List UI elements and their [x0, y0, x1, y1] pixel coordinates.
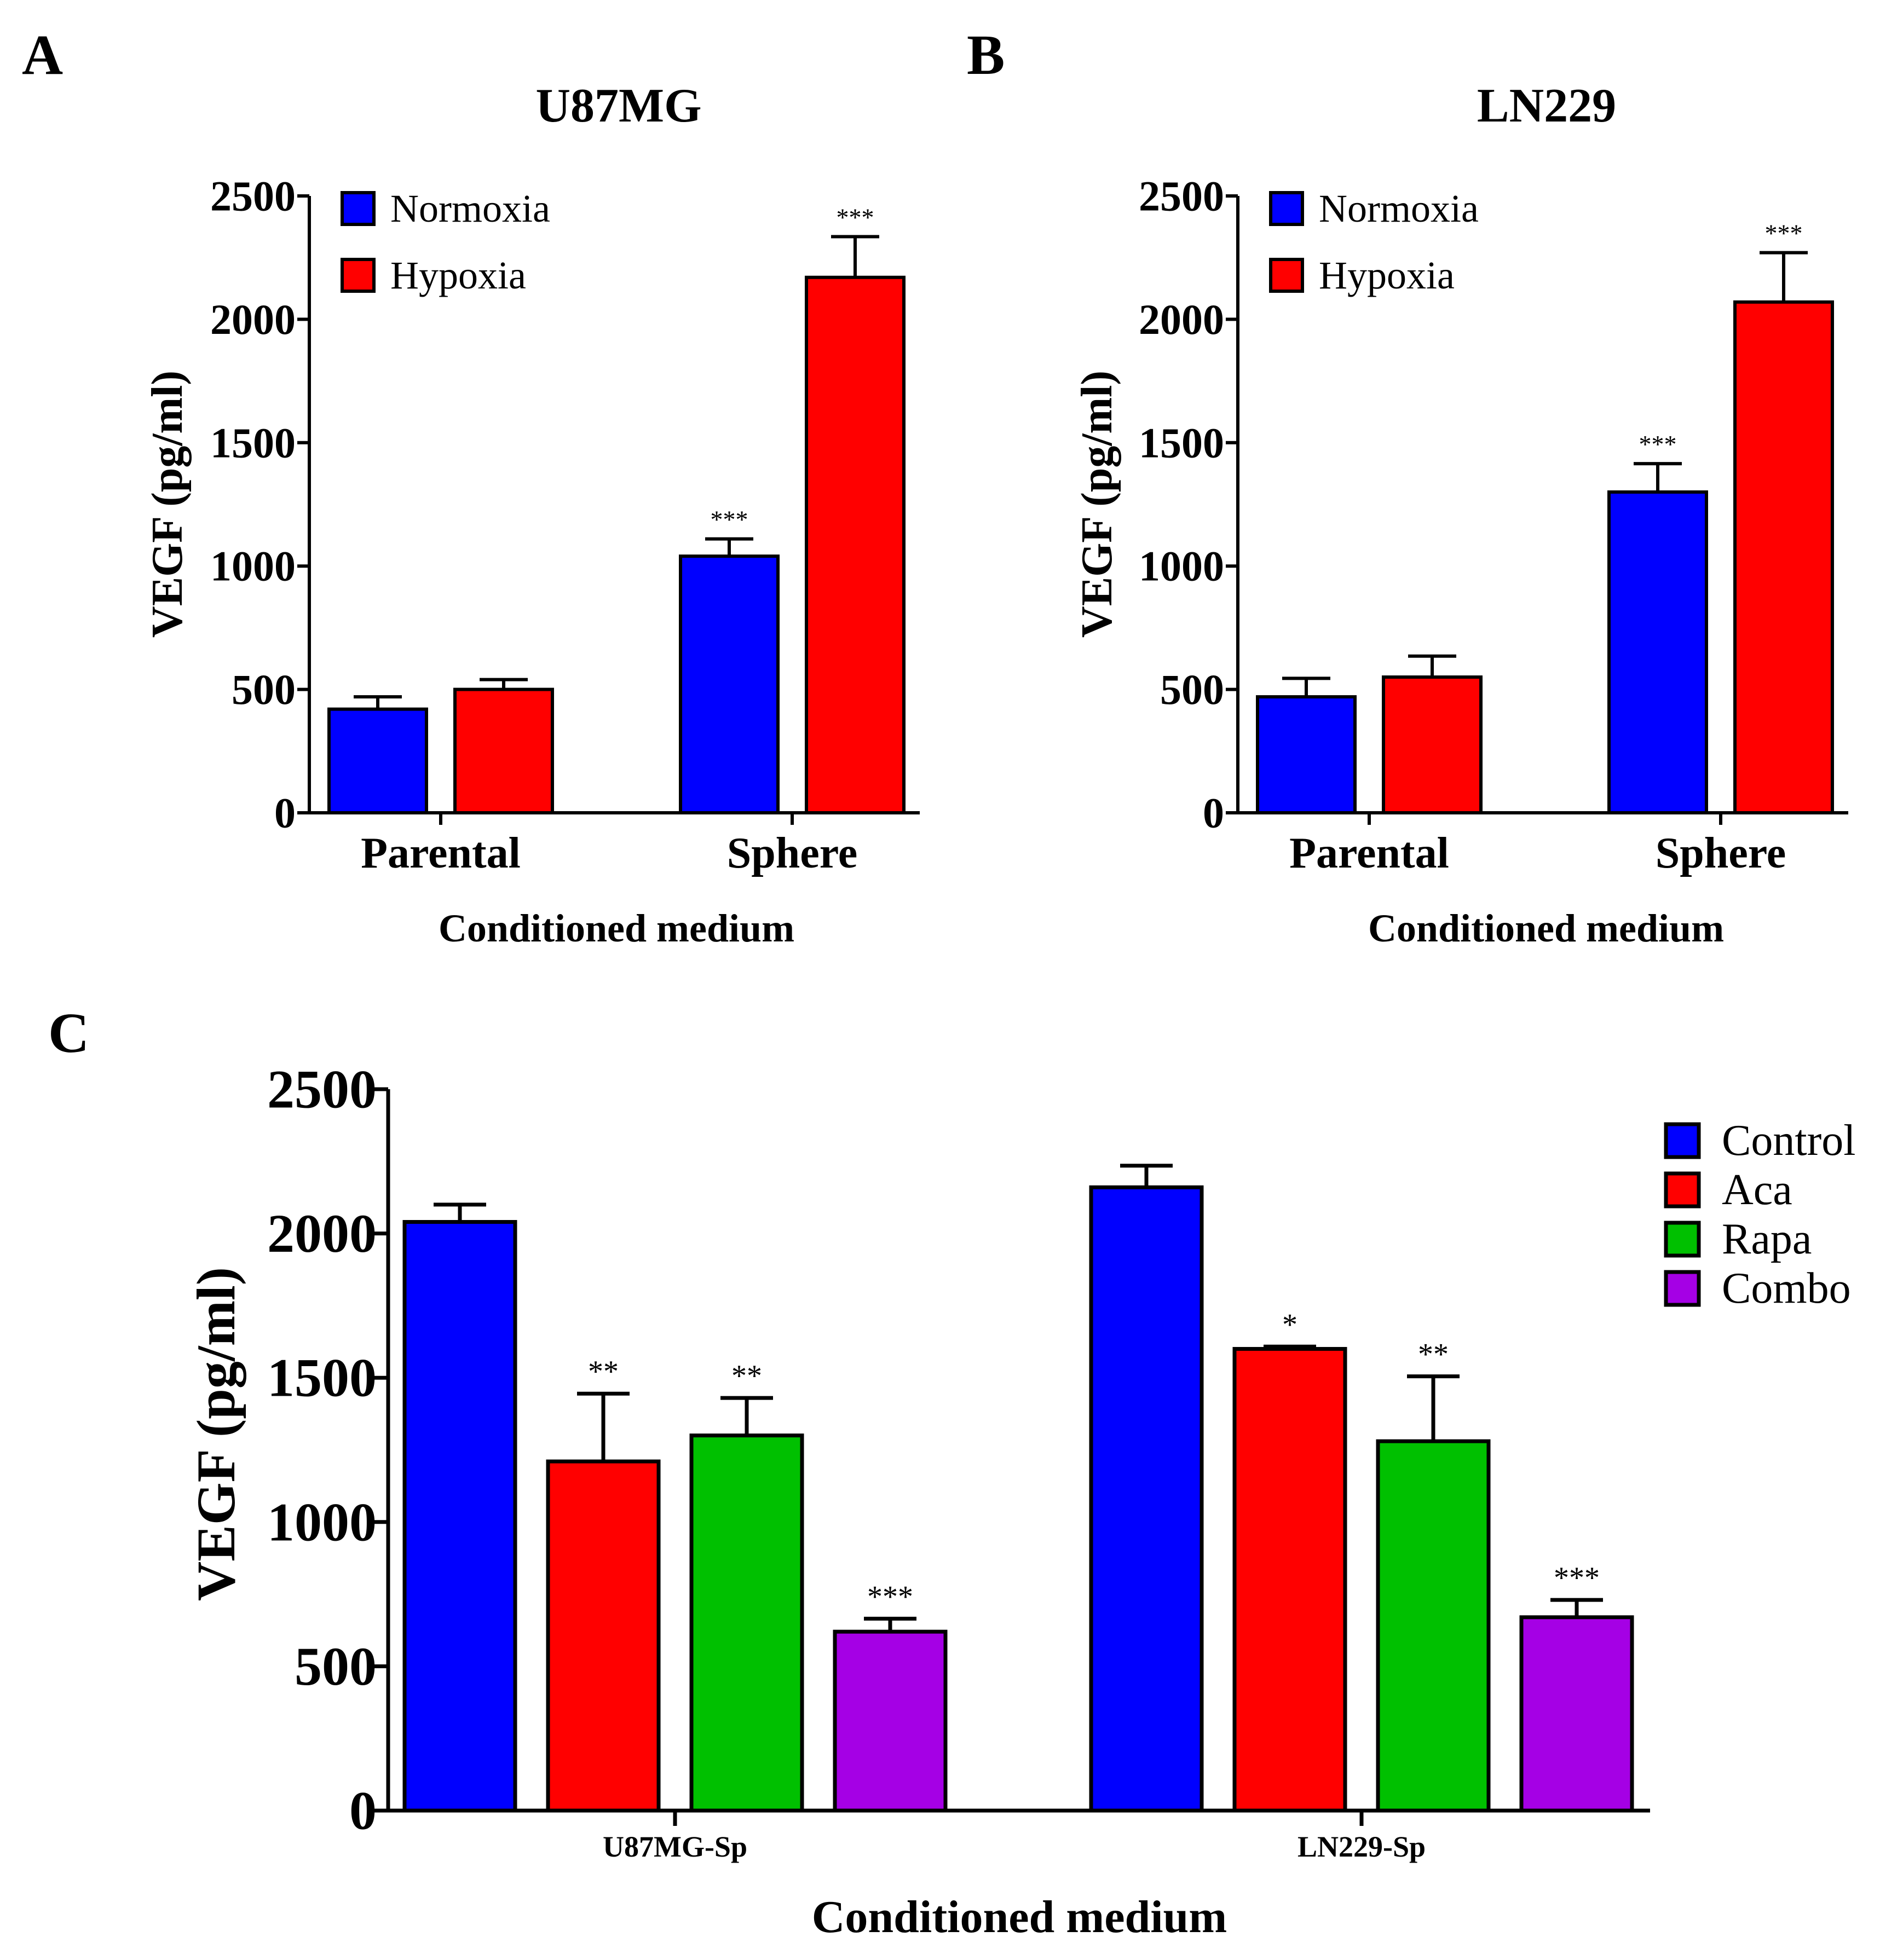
y-tick-label: 1000 — [1139, 542, 1224, 590]
bar-rapa — [689, 1433, 804, 1813]
y-tick-label: 2000 — [1139, 296, 1224, 343]
y-tick-label: 0 — [349, 1780, 377, 1841]
significance-label: *** — [711, 506, 748, 534]
y-tick-label: 1000 — [210, 542, 296, 590]
bar-hypoxia — [1733, 300, 1834, 814]
y-tick-label: 2500 — [1139, 172, 1224, 220]
x-axis-label: Conditioned medium — [812, 1892, 1227, 1942]
y-tick-label: 2500 — [267, 1059, 377, 1120]
legend-swatch-normoxia — [1269, 191, 1304, 226]
y-axis-label: VEGF (pg/ml) — [143, 371, 192, 638]
y-tick-label: 2000 — [267, 1203, 377, 1264]
panel-letter: C — [48, 1002, 89, 1065]
x-category-label: U87MG-Sp — [603, 1830, 747, 1863]
bar-combo — [833, 1629, 948, 1813]
legend: Normoxia Hypoxia — [1269, 187, 1479, 297]
significance-label: ** — [588, 1355, 619, 1389]
bar-hypoxia — [1382, 675, 1483, 815]
significance-label: *** — [1639, 430, 1677, 458]
y-axis-label: VEGF (pg/ml) — [1073, 371, 1121, 638]
x-axis-label: Conditioned medium — [1368, 906, 1724, 950]
legend-label: Normoxia — [390, 187, 550, 230]
y-tick-label: 0 — [274, 789, 296, 837]
panel-letter: A — [22, 24, 63, 86]
legend-swatch-aca — [1664, 1171, 1701, 1209]
y-tick-label: 500 — [295, 1636, 377, 1697]
legend-swatch-control — [1664, 1122, 1701, 1159]
bar-control — [402, 1220, 517, 1813]
legend-swatch-hypoxia — [1269, 258, 1304, 293]
bar-combo — [1519, 1615, 1634, 1813]
legend-label: Hypoxia — [1319, 253, 1455, 297]
y-tick-label: 2000 — [210, 296, 296, 343]
significance-label: *** — [867, 1580, 913, 1614]
x-category-label: Parental — [1289, 829, 1449, 877]
panel-title: U87MG — [535, 79, 701, 132]
y-tick-label: 1000 — [267, 1491, 377, 1552]
bar-hypoxia — [453, 687, 554, 814]
legend-label: Rapa — [1722, 1215, 1812, 1263]
y-tick-label: 1500 — [1139, 419, 1224, 466]
significance-label: *** — [1554, 1561, 1600, 1595]
significance-label: *** — [837, 203, 874, 231]
legend-swatch-hypoxia — [341, 258, 376, 293]
y-tick-label: 1500 — [210, 419, 296, 466]
legend-swatch-rapa — [1664, 1221, 1701, 1258]
bar-control — [1089, 1185, 1204, 1813]
significance-label: ** — [1418, 1338, 1449, 1372]
bar-normoxia — [1607, 490, 1708, 814]
legend-label: Control — [1722, 1117, 1855, 1165]
y-axis-label: VEGF (pg/ml) — [186, 1267, 246, 1601]
x-category-label: Sphere — [727, 829, 858, 877]
bar-normoxia — [327, 707, 428, 814]
x-category-label: Sphere — [1656, 829, 1786, 877]
significance-label: *** — [1765, 219, 1803, 247]
x-category-label: LN229-Sp — [1298, 1830, 1426, 1863]
bar-aca — [1232, 1346, 1347, 1813]
significance-label: ** — [731, 1359, 762, 1393]
y-tick-label: 500 — [232, 666, 296, 713]
significance-label: * — [1282, 1308, 1298, 1342]
bar-aca — [546, 1459, 661, 1813]
legend-label: Normoxia — [1319, 187, 1479, 230]
legend-swatch-normoxia — [341, 191, 376, 226]
x-axis-label: Conditioned medium — [439, 906, 794, 950]
panel-title: LN229 — [1477, 79, 1616, 132]
legend-label: Hypoxia — [390, 253, 526, 297]
y-tick-label: 2500 — [210, 172, 296, 220]
x-category-label: Parental — [361, 829, 521, 877]
y-tick-label: 1500 — [267, 1348, 377, 1408]
y-tick-label: 500 — [1160, 666, 1224, 713]
bar-hypoxia — [805, 275, 906, 815]
bar-normoxia — [679, 554, 780, 815]
panel-letter: B — [967, 24, 1005, 86]
panel-b: B LN229 0 500 1000 1500 2000 2500 Parental Sphere… — [967, 24, 1848, 950]
y-tick-label: 0 — [1203, 789, 1224, 837]
panel-a: A U87MG 0 500 1000 1500 2000 2500 Parental Sphere… — [22, 24, 920, 950]
legend-label: Combo — [1722, 1264, 1851, 1313]
bar-normoxia — [1256, 695, 1357, 815]
bar-rapa — [1376, 1439, 1491, 1813]
legend: Normoxia Hypoxia — [341, 187, 550, 297]
legend-swatch-combo — [1664, 1270, 1701, 1307]
legend-label: Aca — [1722, 1166, 1792, 1214]
